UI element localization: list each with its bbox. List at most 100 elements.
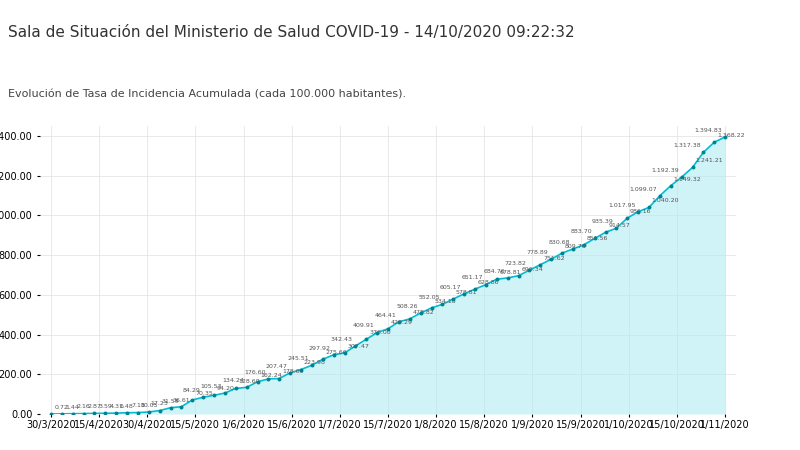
Text: 723.82: 723.82 — [505, 261, 526, 266]
Point — [273, 375, 286, 382]
Point — [154, 407, 166, 414]
Text: 178.60: 178.60 — [282, 369, 303, 374]
Point — [370, 329, 383, 336]
Point — [545, 256, 558, 263]
Point — [555, 250, 568, 257]
Text: 245.51: 245.51 — [287, 356, 309, 361]
Text: 307.47: 307.47 — [347, 344, 369, 349]
Text: 6.48: 6.48 — [120, 404, 134, 409]
Text: 128.60: 128.60 — [238, 379, 260, 384]
Point — [77, 410, 90, 417]
Text: 376.00: 376.00 — [369, 330, 390, 335]
Point — [664, 182, 677, 189]
Point — [131, 409, 144, 416]
Text: 31.59: 31.59 — [162, 399, 179, 404]
Text: 223.98: 223.98 — [304, 360, 326, 365]
Point — [393, 318, 406, 325]
Point — [697, 149, 710, 156]
Point — [578, 241, 590, 248]
Text: 1.317.38: 1.317.38 — [673, 143, 701, 148]
Text: 935.39: 935.39 — [592, 219, 614, 224]
Text: 17.23: 17.23 — [150, 401, 169, 406]
Text: 883.70: 883.70 — [570, 230, 592, 234]
Text: 1.241.21: 1.241.21 — [695, 158, 723, 163]
Text: 830.68: 830.68 — [549, 240, 570, 245]
Point — [534, 261, 546, 268]
Point — [632, 208, 645, 216]
Text: 1.44: 1.44 — [66, 405, 79, 410]
Text: 605.17: 605.17 — [440, 285, 462, 290]
Text: 914.57: 914.57 — [608, 223, 630, 228]
Point — [197, 394, 210, 401]
Point — [251, 378, 264, 385]
Text: 409.91: 409.91 — [353, 324, 374, 328]
Text: 628.86: 628.86 — [478, 280, 499, 285]
Point — [55, 410, 68, 418]
Text: 0.72: 0.72 — [55, 405, 69, 410]
Point — [686, 164, 699, 171]
Text: 10.05: 10.05 — [140, 403, 158, 408]
Point — [469, 285, 482, 292]
Point — [642, 204, 655, 211]
Text: 751.62: 751.62 — [543, 256, 565, 261]
Point — [512, 272, 525, 279]
Text: 7.18: 7.18 — [131, 403, 145, 409]
Point — [110, 410, 122, 417]
Point — [414, 310, 427, 317]
Point — [588, 235, 601, 242]
Text: 552.05: 552.05 — [418, 295, 439, 300]
Point — [66, 410, 79, 417]
Text: Sala de Situación del Ministerio de Salud COVID-19 - 14/10/2020 09:22:32: Sala de Situación del Ministerio de Salu… — [8, 25, 574, 40]
Point — [186, 396, 198, 404]
Text: 162.24: 162.24 — [260, 373, 282, 378]
Point — [99, 410, 112, 417]
Text: 464.41: 464.41 — [374, 313, 396, 318]
Point — [599, 229, 612, 236]
Point — [327, 351, 340, 359]
Text: Evolución de Tasa de Incidencia Acumulada (cada 100.000 habitantes).: Evolución de Tasa de Incidencia Acumulad… — [8, 90, 406, 99]
Point — [349, 342, 362, 350]
Point — [88, 410, 101, 417]
Text: 429.29: 429.29 — [390, 320, 413, 324]
Text: 684.76: 684.76 — [483, 269, 505, 274]
Point — [142, 409, 155, 416]
Text: 105.53: 105.53 — [201, 384, 222, 389]
Point — [121, 409, 134, 416]
Point — [654, 192, 666, 199]
Text: 1.099.07: 1.099.07 — [630, 187, 657, 192]
Point — [502, 274, 514, 282]
Text: 36.61: 36.61 — [173, 397, 190, 403]
Point — [284, 369, 297, 376]
Point — [403, 315, 416, 323]
Text: 1.368.22: 1.368.22 — [717, 133, 745, 138]
Point — [240, 384, 253, 391]
Text: 651.17: 651.17 — [462, 275, 483, 280]
Text: 1.040.20: 1.040.20 — [652, 198, 679, 203]
Text: 778.89: 778.89 — [526, 250, 548, 255]
Text: 4.31: 4.31 — [109, 404, 123, 409]
Point — [338, 349, 351, 356]
Point — [294, 366, 307, 373]
Text: 207.47: 207.47 — [266, 364, 287, 369]
Point — [718, 133, 731, 140]
Point — [708, 139, 721, 146]
Text: 1.149.32: 1.149.32 — [674, 176, 702, 181]
Point — [621, 215, 634, 222]
Point — [45, 410, 58, 418]
Text: 70.35: 70.35 — [195, 391, 213, 396]
Text: 1.192.39: 1.192.39 — [651, 168, 679, 173]
Text: 94.20: 94.20 — [217, 386, 234, 391]
Text: 578.81: 578.81 — [456, 290, 478, 295]
Text: 851.56: 851.56 — [586, 236, 608, 241]
Text: 696.34: 696.34 — [522, 266, 543, 271]
Point — [382, 325, 394, 333]
Text: 478.82: 478.82 — [413, 310, 434, 315]
Point — [479, 281, 492, 288]
Text: 678.81: 678.81 — [499, 270, 521, 275]
Text: 534.18: 534.18 — [434, 299, 456, 304]
Point — [610, 225, 622, 232]
Text: 275.66: 275.66 — [326, 350, 347, 355]
Text: 1.394.83: 1.394.83 — [694, 128, 722, 133]
Point — [316, 356, 329, 363]
Point — [164, 404, 177, 411]
